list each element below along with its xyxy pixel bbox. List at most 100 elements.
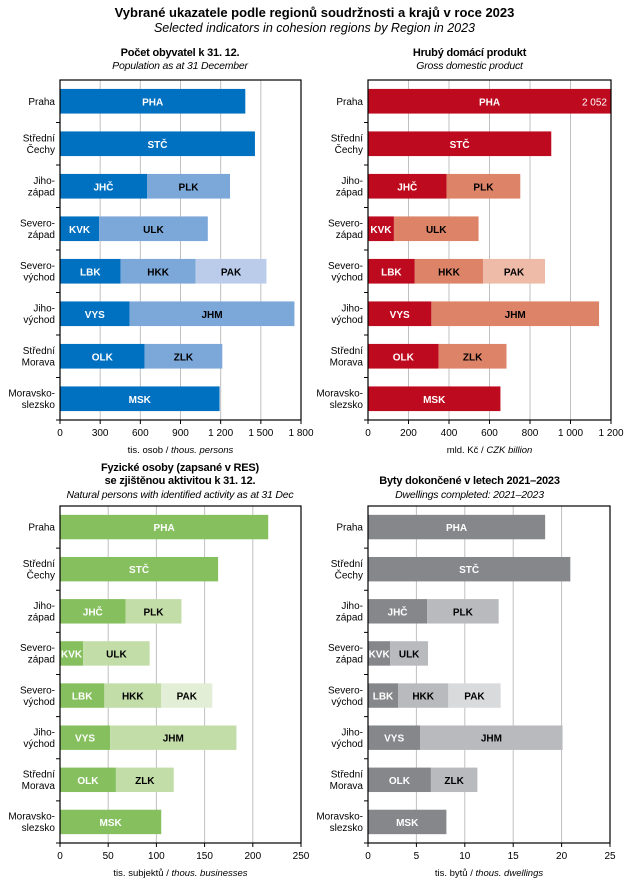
gdp-category-label: Moravsko-slezsko (316, 389, 363, 412)
gdp-bar-label-msk: MSK (423, 395, 446, 406)
category-label-line: Jiho- (341, 304, 363, 315)
gdp-bar-label-stč: STČ (450, 138, 470, 151)
dwellings-category-label: Střední Čechy (331, 559, 363, 582)
dwellings-bar-pha (368, 514, 546, 540)
category-label-line: západ (336, 188, 363, 199)
category-label-line: Praha (28, 523, 55, 534)
gdp-bar-ulk (393, 216, 479, 242)
category-label-line: Severo- (20, 219, 55, 230)
population-bar-ulk (99, 216, 208, 242)
category-label-line: Severo- (328, 261, 363, 272)
population-bar-label-stč: STČ (147, 138, 167, 151)
dwellings-chart: PHA STČ JHČ PLK KVK ULK LBK HKK PAK VYS JHM OLK ZLK M… (316, 505, 616, 879)
gdp-bar-label-olk: OLK (393, 352, 415, 363)
businesses-bar-label-pak: PAK (177, 692, 198, 703)
dwellings-bar-label-zlk: ZLK (444, 776, 464, 787)
dwellings-category-label: Moravsko-slezsko (316, 812, 363, 835)
businesses-chart-subtitle: Natural persons with identified activity… (66, 489, 294, 501)
businesses-bar-label-kvk: KVK (61, 649, 83, 660)
dwellings-category-label: Jiho-východ (331, 727, 363, 750)
population-bar-stč (60, 131, 255, 157)
category-label-line: Střední (23, 770, 55, 781)
category-label-line: západ (28, 230, 55, 241)
businesses-chart: PHA STČ JHČ PLK KVK ULK LBK HKK PAK VYS JHM OLK ZLK M… (8, 505, 310, 879)
gdp-bar-label-lbk: LBK (381, 267, 402, 278)
dwellings-bar-msk (368, 809, 447, 835)
businesses-x-tick-label: 200 (244, 851, 261, 862)
category-label-line: Severo- (328, 685, 363, 696)
gdp-x-axis-label: mld. Kč / CZK billion (447, 445, 533, 456)
category-label-line: Střední (23, 559, 55, 570)
gdp-chart: PHA STČ JHČ PLK KVK ULK LBK HKK PAK VYS JHM OLK ZLK M… (316, 79, 624, 456)
businesses-bar-lbk (60, 683, 105, 708)
dwellings-bar-label-jhm: JHM (481, 734, 502, 745)
x-axis-label-cz: tis. subjektů (113, 868, 163, 879)
category-label-line: západ (28, 613, 55, 624)
dwellings-category-label: Jiho-západ (336, 601, 363, 624)
category-label-line: Moravsko- (316, 812, 363, 823)
population-bar-plk (147, 173, 231, 199)
businesses-bar-kvk (60, 641, 84, 666)
population-bar-hkk (120, 258, 196, 284)
businesses-bar-pak (161, 683, 213, 708)
category-label-line: západ (28, 188, 55, 199)
dwellings-chart-title: Byty dokončené v letech 2021–2023 (379, 475, 560, 487)
population-bar-label-jhč: JHČ (94, 180, 114, 193)
category-label-line: Severo- (328, 219, 363, 230)
dwellings-bar-label-kvk: KVK (369, 649, 391, 660)
population-category-label: Praha (28, 97, 55, 108)
businesses-category-label: Praha (28, 523, 55, 534)
population-bar-jhč (60, 173, 148, 199)
category-label-line: východ (23, 273, 55, 284)
businesses-bar-stč (60, 556, 219, 582)
businesses-bar-label-lbk: LBK (72, 692, 93, 703)
category-label-line: Střední (331, 346, 363, 357)
businesses-bar-label-hkk: HKK (122, 692, 144, 703)
category-label-line: východ (23, 697, 55, 708)
category-label-line: východ (23, 315, 55, 326)
population-bar-vys (60, 301, 130, 327)
dwellings-plot-frame (367, 505, 611, 844)
dwellings-bar-zlk (430, 767, 478, 793)
population-bar-label-ulk: ULK (143, 225, 164, 236)
category-label-line: slezsko (330, 823, 364, 834)
gdp-bar-kvk (368, 216, 394, 242)
dwellings-bar-label-hkk: HKK (412, 692, 434, 703)
businesses-bar-label-msk: MSK (99, 818, 122, 829)
businesses-bar-label-vys: VYS (75, 734, 95, 745)
businesses-bar-ulk (83, 641, 150, 666)
dwellings-x-tick-label: 25 (604, 851, 616, 862)
population-bar-pak (195, 258, 267, 284)
gdp-bar-pak (483, 258, 545, 284)
gdp-bar-lbk (368, 258, 415, 284)
businesses-bar-jhč (60, 599, 126, 624)
population-chart: PHA STČ JHČ PLK KVK ULK LBK HKK PAK VYS JHM OLK ZLK M… (8, 79, 314, 456)
population-category-label: Střední Morava (22, 346, 56, 369)
population-chart-subtitle: Population as at 31 December (112, 60, 248, 72)
dwellings-bar-label-pak: PAK (464, 692, 485, 703)
category-label-line: Čechy (27, 568, 55, 581)
dwellings-bar-label-pha: PHA (446, 523, 467, 534)
category-label-line: Jiho- (33, 727, 55, 738)
gdp-bar-stč (368, 131, 552, 157)
category-label-line: slezsko (330, 400, 364, 411)
businesses-x-axis-label: tis. subjektů / thous. businesses (113, 868, 247, 879)
gdp-bar-olk (368, 343, 439, 369)
population-bar-jhm (129, 301, 295, 327)
businesses-bar-label-pha: PHA (154, 523, 175, 534)
x-axis-label-separator: / (468, 868, 476, 879)
page-title: Vybrané ukazatele podle regionů soudržno… (114, 5, 515, 20)
x-axis-label-separator: / (478, 445, 486, 456)
population-x-tick-label: 300 (92, 428, 109, 439)
population-bar-label-jhm: JHM (201, 310, 222, 321)
gdp-x-tick-label: 200 (400, 428, 417, 439)
category-label-line: západ (28, 655, 55, 666)
dwellings-x-tick-label: 10 (459, 851, 471, 862)
category-label-line: východ (331, 739, 363, 750)
gdp-bar-label-ulk: ULK (426, 225, 447, 236)
businesses-bar-label-jhč: JHČ (83, 605, 103, 618)
businesses-bar-pha (60, 514, 269, 540)
gdp-bar-label-jhč: JHČ (397, 180, 417, 193)
population-bar-pha (60, 88, 246, 114)
dwellings-bar-ulk (390, 641, 429, 666)
